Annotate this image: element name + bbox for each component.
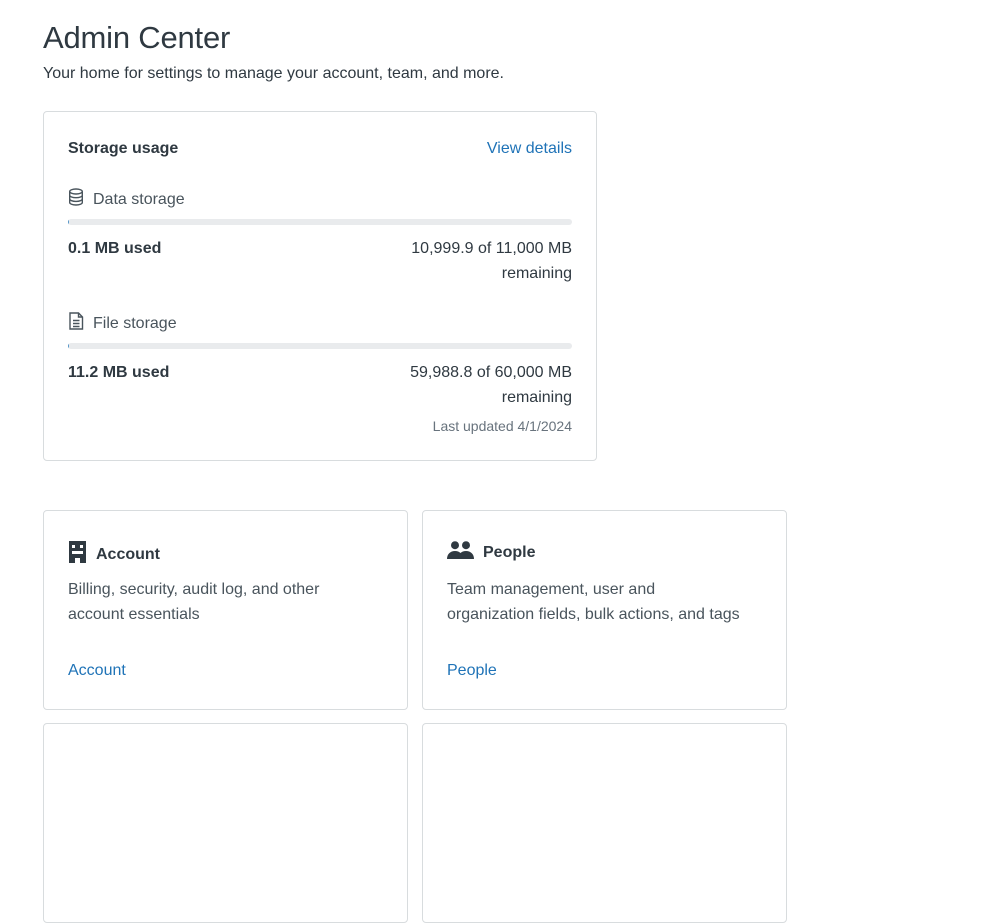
- people-tile: People Team management, user and organiz…: [422, 510, 787, 710]
- account-tile: Account Billing, security, audit log, an…: [43, 510, 408, 710]
- data-storage-label-row: Data storage: [68, 188, 185, 211]
- data-storage-used: 0.1 MB used: [68, 240, 162, 257]
- file-storage-bar: [68, 343, 572, 349]
- database-icon: [68, 188, 84, 211]
- storage-usage-card: Storage usage View details Data storage …: [43, 111, 597, 461]
- account-tile-title: Account: [96, 545, 160, 563]
- data-storage-bar-fill: [68, 219, 69, 225]
- admin-tile-4: [422, 723, 787, 923]
- building-icon: [68, 541, 87, 568]
- data-storage-remaining: 10,999.9 of 11,000 MB remaining: [411, 240, 572, 282]
- people-icon: [447, 541, 474, 564]
- data-storage-label: Data storage: [93, 190, 185, 208]
- file-storage-label: File storage: [93, 314, 177, 332]
- last-updated-text: Last updated 4/1/2024: [432, 418, 572, 434]
- data-storage-bar: [68, 219, 572, 225]
- file-storage-remaining: 59,988.8 of 60,000 MB remaining: [410, 364, 572, 406]
- file-storage-used: 11.2 MB used: [68, 364, 170, 381]
- view-details-link[interactable]: View details: [486, 140, 572, 157]
- page-title: Admin Center: [43, 20, 231, 55]
- people-link[interactable]: People: [447, 662, 497, 679]
- account-link[interactable]: Account: [68, 662, 126, 679]
- storage-usage-title: Storage usage: [68, 140, 179, 157]
- page-subtitle: Your home for settings to manage your ac…: [43, 65, 504, 82]
- people-tile-description: Team management, user and organization f…: [447, 581, 740, 623]
- file-storage-bar-fill: [68, 343, 69, 349]
- file-storage-label-row: File storage: [68, 312, 177, 335]
- account-tile-description: Billing, security, audit log, and other …: [68, 581, 320, 623]
- people-tile-title: People: [483, 543, 536, 561]
- admin-tile-3: [43, 723, 408, 923]
- document-icon: [68, 312, 84, 335]
